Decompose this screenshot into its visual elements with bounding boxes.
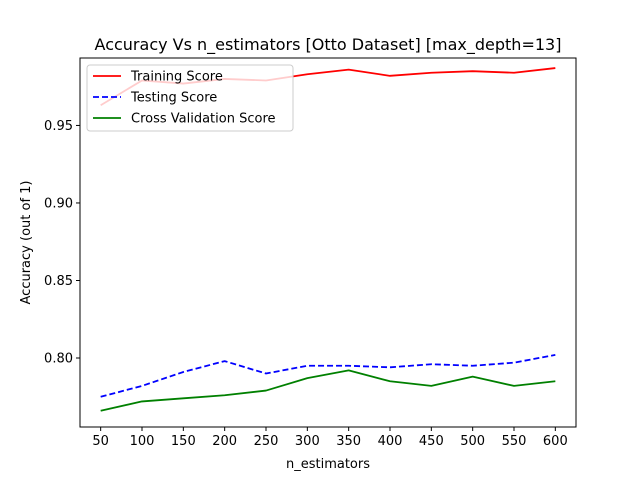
x-tick-label: 200 xyxy=(212,434,237,449)
x-tick-label: 250 xyxy=(254,434,279,449)
y-axis-label: Accuracy (out of 1) xyxy=(19,181,34,305)
y-tick-label: 0.95 xyxy=(44,119,73,134)
x-tick-label: 150 xyxy=(171,434,196,449)
y-tick-label: 0.90 xyxy=(44,196,73,211)
x-tick-label: 50 xyxy=(92,434,109,449)
y-tick-label: 0.80 xyxy=(44,352,73,367)
legend-label-0: Training Score xyxy=(130,70,223,85)
x-tick-label: 450 xyxy=(419,434,444,449)
x-axis-ticks: 50 100 150 200 250 300 350 400 450 500 550 600 xyxy=(92,427,568,449)
x-tick-label: 350 xyxy=(336,434,361,449)
x-tick-label: 550 xyxy=(502,434,527,449)
chart-title: Accuracy Vs n_estimators [Otto Dataset] … xyxy=(95,35,562,55)
series-line-1 xyxy=(100,354,556,398)
legend-box xyxy=(86,64,294,132)
x-tick-label: 300 xyxy=(295,434,320,449)
series-line-2 xyxy=(100,369,556,412)
x-tick-label: 600 xyxy=(543,434,568,449)
plot-frame xyxy=(79,57,577,428)
x-tick-label: 100 xyxy=(130,434,155,449)
y-tick-label: 0.85 xyxy=(44,274,73,289)
x-axis-label: n_estimators xyxy=(286,457,370,472)
legend-label-2: Cross Validation Score xyxy=(131,112,276,127)
legend: Training Score Testing Score Cross Validat… xyxy=(86,64,294,132)
legend-label-1: Testing Score xyxy=(130,91,217,106)
x-tick-label: 500 xyxy=(460,434,485,449)
x-tick-label: 400 xyxy=(378,434,403,449)
y-axis-ticks: 0.80 0.85 0.90 0.95 xyxy=(44,119,80,367)
